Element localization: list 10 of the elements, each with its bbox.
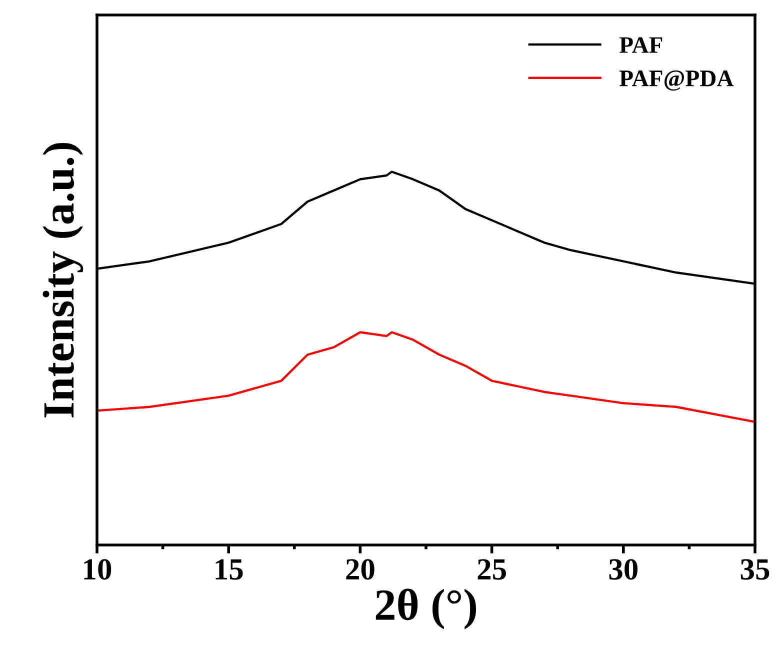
x-tick-label: 20	[346, 559, 374, 580]
x-tick-label: 30	[609, 559, 638, 580]
legend-label: PAF	[620, 37, 662, 53]
x-tick-label: 10	[84, 559, 112, 580]
y-axis-title: Intensity (a.u.)	[42, 143, 84, 418]
legend-label: PAF@PDA	[620, 70, 734, 91]
x-tick-label: 35	[740, 559, 770, 580]
x-axis-title: 2θ (°)	[376, 588, 476, 630]
x-tick-label: 15	[216, 559, 243, 580]
x-tick-label: 25	[478, 559, 506, 580]
